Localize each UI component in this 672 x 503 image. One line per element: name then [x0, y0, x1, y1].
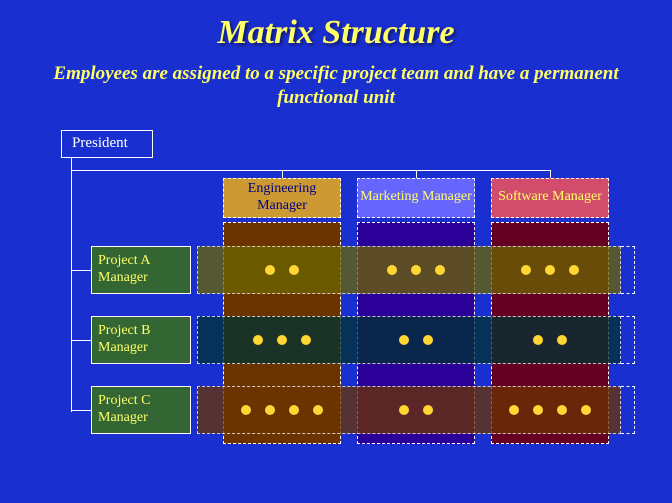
column-header-label: Engineering Manager [226, 181, 338, 213]
row-label: Project B Manager [91, 316, 191, 364]
column-header-label: Software Manager [498, 189, 602, 205]
person-dot [265, 405, 275, 415]
connector-line [71, 270, 91, 271]
row-end-cap [621, 316, 635, 364]
team-dots [357, 316, 475, 364]
connector-line [71, 170, 551, 171]
person-dot [557, 405, 567, 415]
person-dot [387, 265, 397, 275]
president-label: President [72, 135, 128, 151]
row-label: Project C Manager [91, 386, 191, 434]
president-box: President [61, 130, 153, 158]
column-header-label: Marketing Manager [360, 189, 472, 205]
team-dots [491, 246, 609, 294]
matrix-chart: President Engineering Manager Marketing M… [31, 130, 641, 470]
team-dots [491, 386, 609, 434]
slide-title: Matrix Structure [30, 14, 642, 52]
row-label-text: Project C Manager [98, 393, 184, 425]
team-dots [357, 246, 475, 294]
person-dot [509, 405, 519, 415]
person-dot [435, 265, 445, 275]
connector-line [71, 158, 72, 412]
person-dot [241, 405, 251, 415]
person-dot [423, 405, 433, 415]
person-dot [423, 335, 433, 345]
person-dot [289, 405, 299, 415]
connector-line [71, 410, 91, 411]
person-dot [399, 405, 409, 415]
person-dot [277, 335, 287, 345]
slide-subtitle: Employees are assigned to a specific pro… [30, 62, 642, 110]
slide: Matrix Structure Employees are assigned … [0, 0, 672, 503]
team-dots [491, 316, 609, 364]
row-end-cap [621, 246, 635, 294]
person-dot [301, 335, 311, 345]
row-label-text: Project A Manager [98, 253, 184, 285]
team-dots [223, 316, 341, 364]
connector-line [416, 170, 417, 178]
row-end-cap [621, 386, 635, 434]
person-dot [521, 265, 531, 275]
person-dot [569, 265, 579, 275]
connector-line [282, 170, 283, 178]
person-dot [265, 265, 275, 275]
person-dot [545, 265, 555, 275]
column-header: Software Manager [491, 178, 609, 218]
team-dots [223, 246, 341, 294]
column-header: Marketing Manager [357, 178, 475, 218]
connector-line [550, 170, 551, 178]
person-dot [533, 405, 543, 415]
row-label: Project A Manager [91, 246, 191, 294]
person-dot [581, 405, 591, 415]
connector-line [71, 340, 91, 341]
person-dot [313, 405, 323, 415]
person-dot [253, 335, 263, 345]
person-dot [399, 335, 409, 345]
person-dot [533, 335, 543, 345]
person-dot [557, 335, 567, 345]
column-header: Engineering Manager [223, 178, 341, 218]
person-dot [289, 265, 299, 275]
team-dots [223, 386, 341, 434]
row-label-text: Project B Manager [98, 323, 184, 355]
person-dot [411, 265, 421, 275]
team-dots [357, 386, 475, 434]
